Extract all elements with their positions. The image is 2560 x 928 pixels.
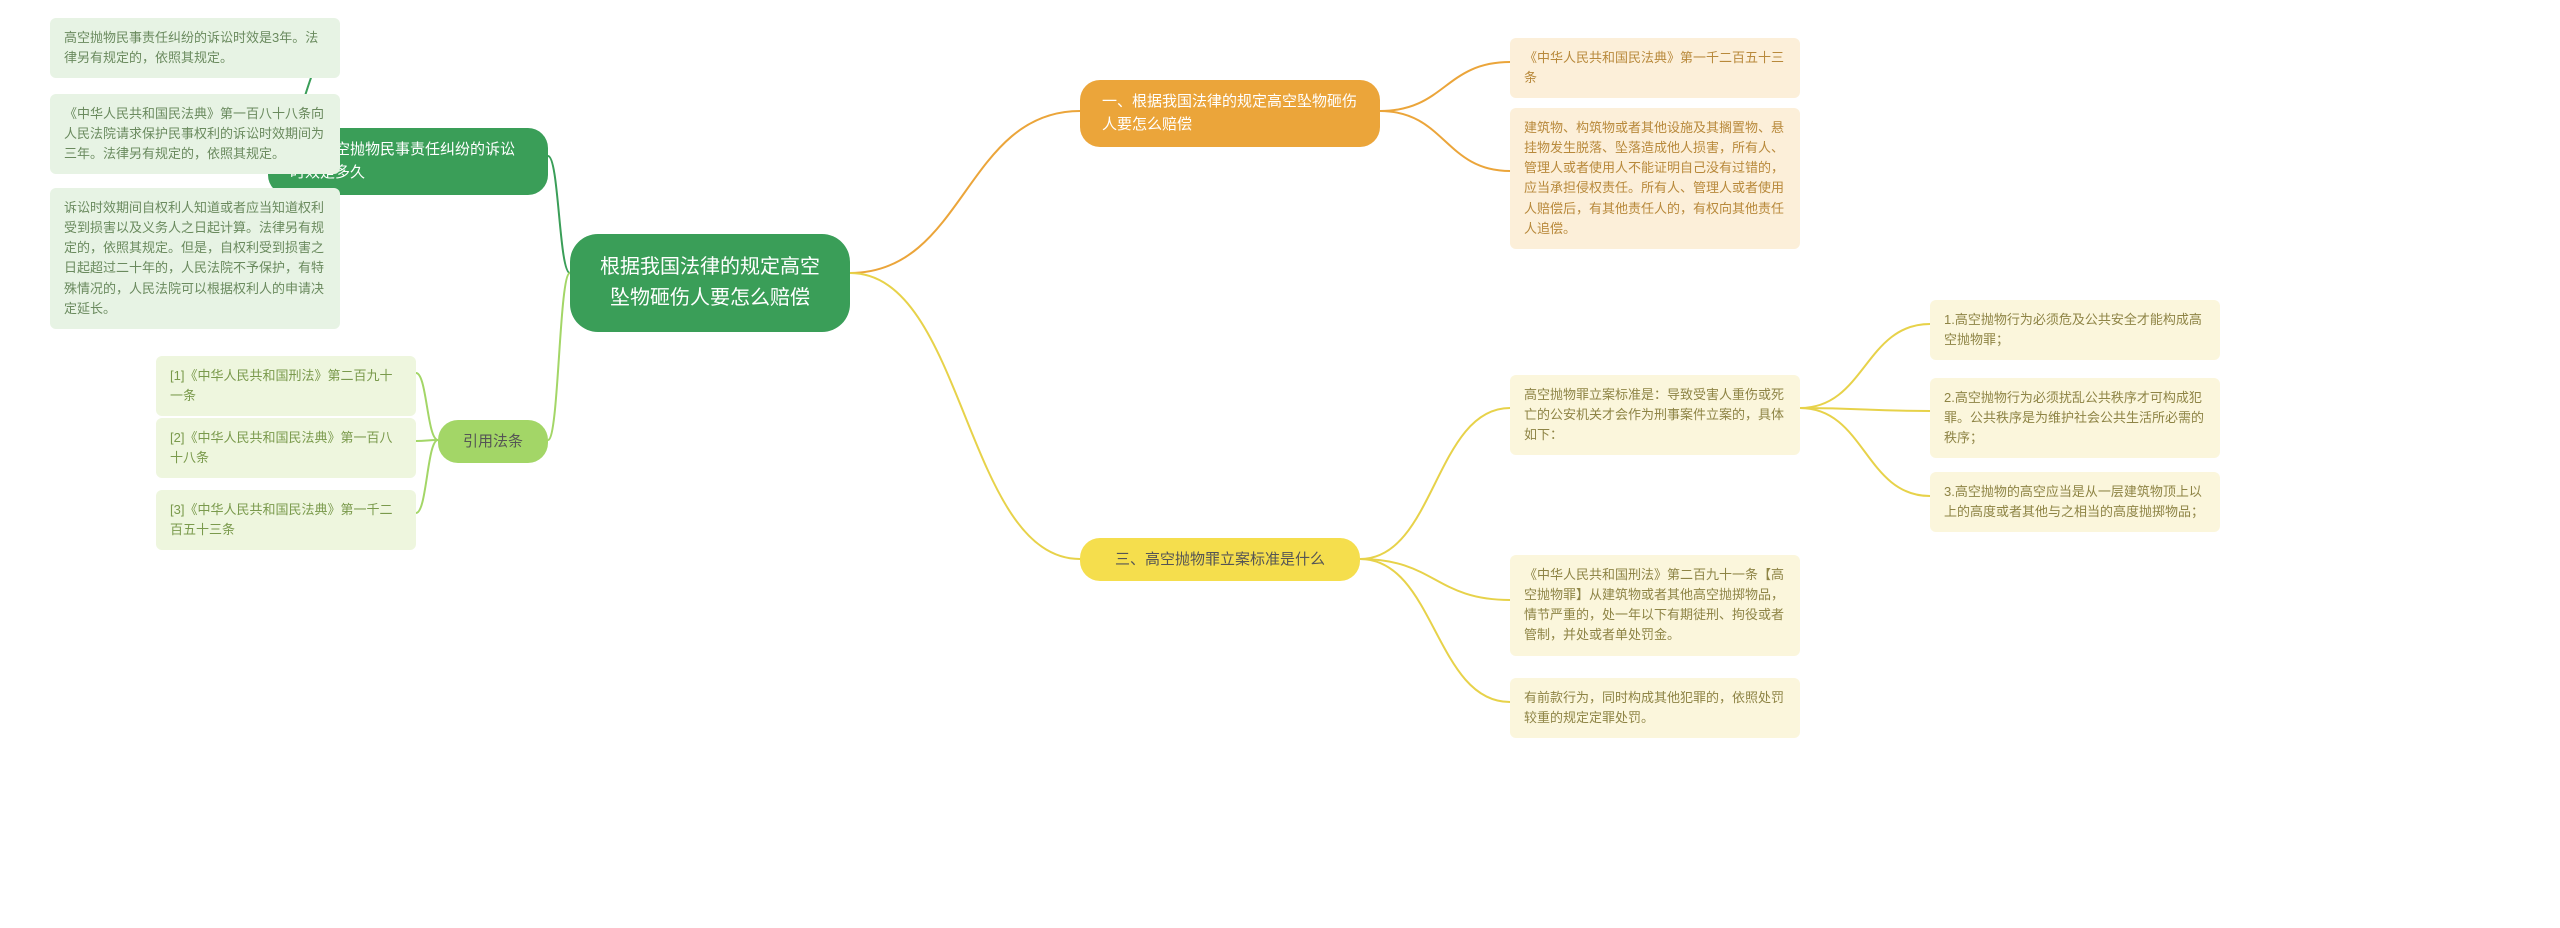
branch-3-leaf-3: 有前款行为，同时构成其他犯罪的，依照处罚较重的规定定罪处罚。: [1510, 678, 1800, 738]
branch-3: 三、高空抛物罪立案标准是什么: [1080, 538, 1360, 581]
branch-3-leaf-1: 高空抛物罪立案标准是：导致受害人重伤或死亡的公安机关才会作为刑事案件立案的，具体…: [1510, 375, 1800, 455]
branch-1-leaf-2: 建筑物、构筑物或者其他设施及其搁置物、悬挂物发生脱落、坠落造成他人损害，所有人、…: [1510, 108, 1800, 249]
branch-1-leaf-1: 《中华人民共和国民法典》第一千二百五十三条: [1510, 38, 1800, 98]
branch-3-leaf-2: 《中华人民共和国刑法》第二百九十一条【高空抛物罪】从建筑物或者其他高空抛掷物品，…: [1510, 555, 1800, 656]
branch-3-leaf-1-child-1: 1.高空抛物行为必须危及公共安全才能构成高空抛物罪；: [1930, 300, 2220, 360]
branch-2-leaf-1: 高空抛物民事责任纠纷的诉讼时效是3年。法律另有规定的，依照其规定。: [50, 18, 340, 78]
branch-2-leaf-3: 诉讼时效期间自权利人知道或者应当知道权利受到损害以及义务人之日起计算。法律另有规…: [50, 188, 340, 329]
branch-4: 引用法条: [438, 420, 548, 463]
branch-1: 一、根据我国法律的规定高空坠物砸伤人要怎么赔偿: [1080, 80, 1380, 147]
branch-4-leaf-3: [3]《中华人民共和国民法典》第一千二百五十三条: [156, 490, 416, 550]
branch-3-leaf-1-child-3: 3.高空抛物的高空应当是从一层建筑物顶上以上的高度或者其他与之相当的高度抛掷物品…: [1930, 472, 2220, 532]
branch-4-leaf-2: [2]《中华人民共和国民法典》第一百八十八条: [156, 418, 416, 478]
root-node: 根据我国法律的规定高空坠物砸伤人要怎么赔偿: [570, 234, 850, 332]
branch-3-leaf-1-child-2: 2.高空抛物行为必须扰乱公共秩序才可构成犯罪。公共秩序是为维护社会公共生活所必需…: [1930, 378, 2220, 458]
branch-2-leaf-2: 《中华人民共和国民法典》第一百八十八条向人民法院请求保护民事权利的诉讼时效期间为…: [50, 94, 340, 174]
branch-4-leaf-1: [1]《中华人民共和国刑法》第二百九十一条: [156, 356, 416, 416]
